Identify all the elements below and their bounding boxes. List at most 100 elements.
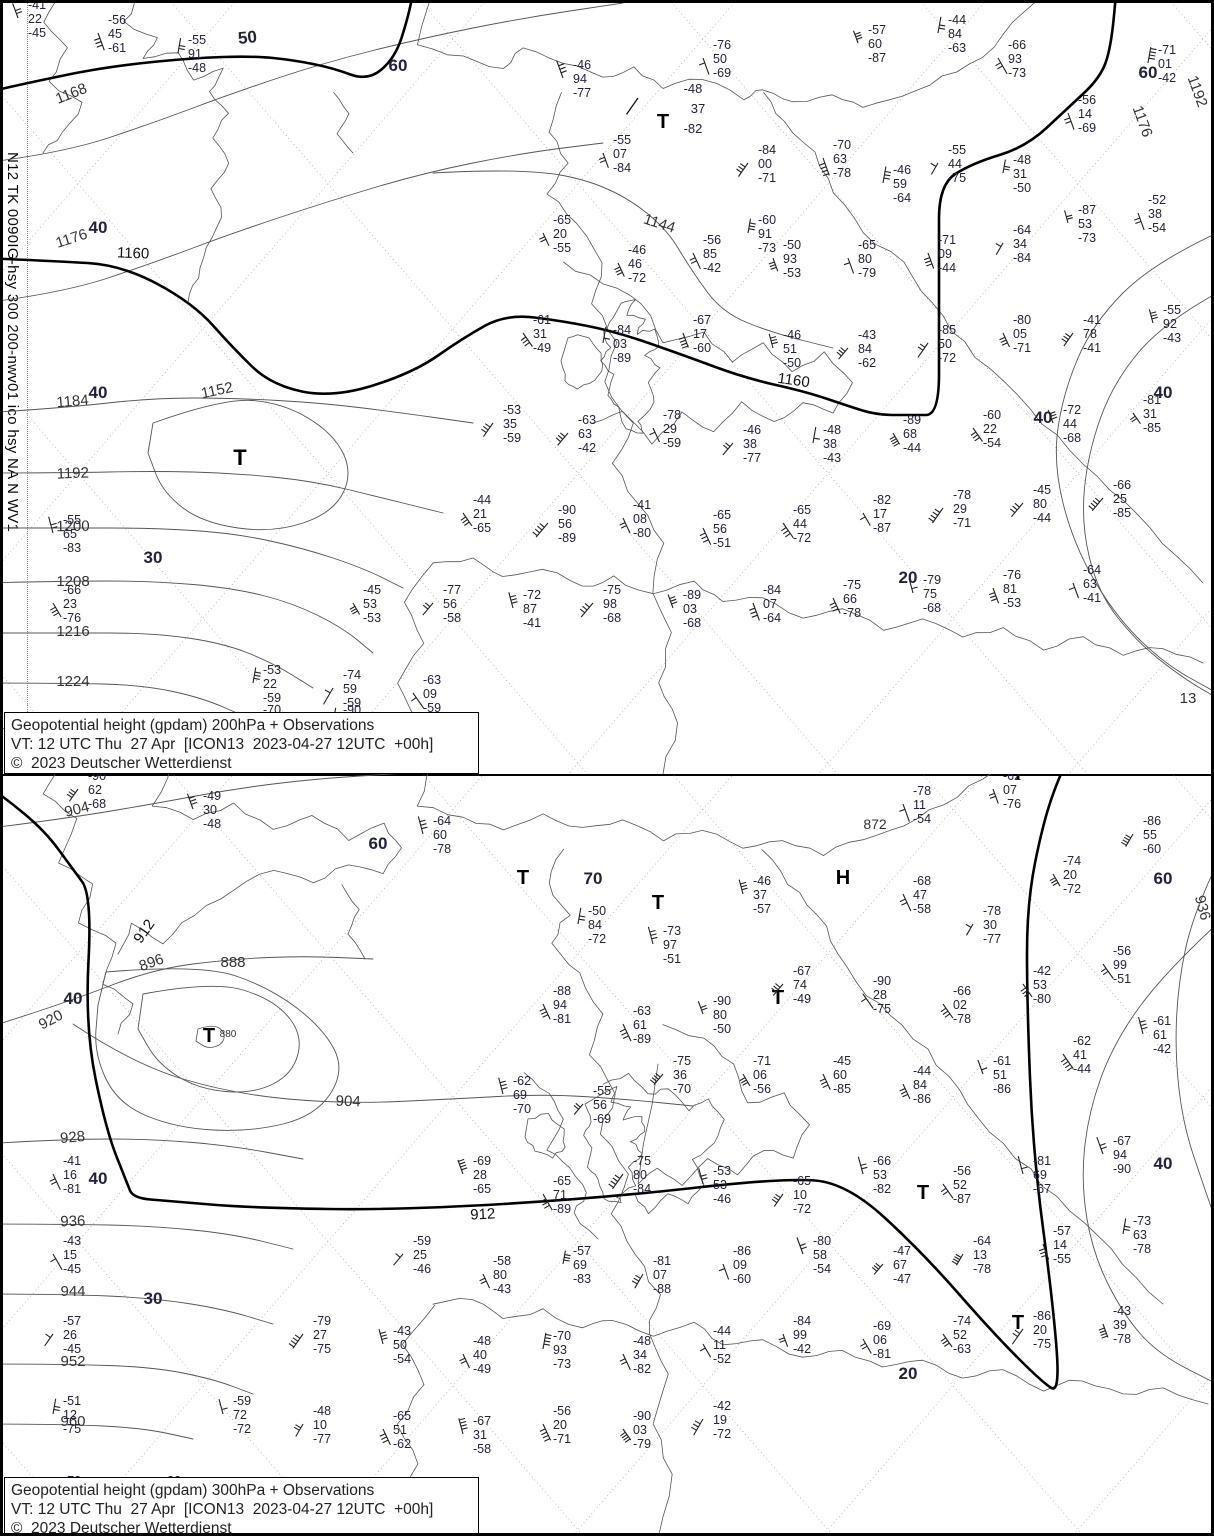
svg-text:1192: 1192 [1184, 73, 1211, 109]
svg-text:84: 84 [858, 342, 872, 356]
svg-text:56: 56 [713, 522, 727, 536]
svg-text:20: 20 [899, 568, 918, 587]
svg-text:-65: -65 [793, 503, 811, 517]
svg-text:-41: -41 [28, 3, 46, 12]
svg-text:-43: -43 [1113, 1304, 1131, 1318]
svg-text:09: 09 [423, 687, 437, 701]
svg-text:40: 40 [1034, 408, 1053, 427]
svg-text:63: 63 [1083, 577, 1097, 591]
svg-text:60: 60 [433, 828, 447, 842]
svg-text:-51: -51 [1113, 972, 1131, 986]
svg-text:-65: -65 [473, 521, 491, 535]
svg-text:38: 38 [743, 437, 757, 451]
svg-text:-72: -72 [523, 588, 541, 602]
svg-text:-89: -89 [558, 531, 576, 545]
svg-text:-63: -63 [948, 41, 966, 55]
svg-text:-89: -89 [633, 1032, 651, 1046]
svg-text:-84: -84 [613, 323, 631, 337]
svg-text:-71: -71 [953, 516, 971, 530]
svg-text:-65: -65 [553, 213, 571, 227]
svg-text:-46: -46 [743, 423, 761, 437]
svg-text:-57: -57 [868, 23, 886, 37]
svg-text:-73: -73 [1133, 1214, 1151, 1228]
svg-text:-61: -61 [108, 41, 126, 55]
svg-text:-72: -72 [588, 932, 606, 946]
svg-text:-44: -44 [1073, 1062, 1091, 1076]
svg-text:20: 20 [1033, 1323, 1047, 1337]
svg-text:-59: -59 [413, 1234, 431, 1248]
svg-text:29: 29 [953, 502, 967, 516]
svg-text:-79: -79 [923, 573, 941, 587]
svg-text:71: 71 [553, 1188, 567, 1202]
svg-text:888: 888 [220, 954, 245, 971]
svg-text:30: 30 [144, 1289, 163, 1308]
svg-text:-52: -52 [713, 1352, 731, 1366]
svg-text:93: 93 [783, 252, 797, 266]
svg-text:-41: -41 [1083, 341, 1101, 355]
svg-text:-48: -48 [633, 1334, 651, 1348]
svg-text:06: 06 [753, 1068, 767, 1082]
svg-text:-80: -80 [633, 526, 651, 540]
svg-text:93: 93 [1008, 52, 1022, 66]
svg-text:61: 61 [1153, 1028, 1167, 1042]
svg-text:-68: -68 [683, 616, 701, 630]
svg-text:-89: -89 [613, 351, 631, 365]
svg-text:-71: -71 [938, 233, 956, 247]
svg-text:-69: -69 [713, 66, 731, 80]
svg-text:-55: -55 [593, 1084, 611, 1098]
svg-text:-46: -46 [783, 328, 801, 342]
svg-text:31: 31 [533, 327, 547, 341]
svg-text:-84: -84 [763, 583, 781, 597]
svg-text:-78: -78 [433, 842, 451, 856]
svg-text:40: 40 [89, 1169, 108, 1188]
svg-text:84: 84 [948, 27, 962, 41]
svg-text:-65: -65 [793, 1174, 811, 1188]
svg-text:91: 91 [758, 227, 772, 241]
svg-text:-60: -60 [983, 408, 1001, 422]
svg-text:-68: -68 [923, 601, 941, 615]
svg-text:-53: -53 [783, 266, 801, 280]
svg-text:00: 00 [758, 157, 772, 171]
svg-text:23: 23 [63, 597, 77, 611]
svg-text:78: 78 [1083, 327, 1097, 341]
svg-text:-65: -65 [393, 1409, 411, 1423]
svg-text:T: T [657, 111, 669, 133]
svg-text:-54: -54 [813, 1262, 831, 1276]
svg-text:-90: -90 [1113, 1162, 1131, 1176]
svg-text:26: 26 [63, 1328, 77, 1342]
svg-text:-46: -46 [628, 243, 646, 257]
svg-text:-72: -72 [233, 1422, 251, 1436]
svg-text:-70: -70 [833, 138, 851, 152]
svg-text:40: 40 [1154, 1154, 1173, 1173]
svg-text:22: 22 [263, 677, 277, 691]
svg-text:12: 12 [63, 1408, 77, 1422]
svg-text:-72: -72 [938, 351, 956, 365]
svg-text:65: 65 [63, 527, 77, 541]
svg-text:-78: -78 [1113, 1332, 1131, 1346]
svg-text:-79: -79 [858, 266, 876, 280]
svg-text:-50: -50 [783, 356, 801, 370]
svg-text:50: 50 [713, 52, 727, 66]
svg-text:-90: -90 [88, 774, 106, 783]
svg-text:-73: -73 [1078, 231, 1096, 245]
svg-text:-48: -48 [684, 81, 703, 96]
svg-text:-55: -55 [63, 513, 81, 527]
svg-text:-60: -60 [1143, 842, 1161, 856]
svg-text:-48: -48 [188, 61, 206, 75]
svg-text:-45: -45 [63, 1262, 81, 1276]
svg-text:-69: -69 [1078, 121, 1096, 135]
svg-text:40: 40 [473, 1348, 487, 1362]
svg-text:-84: -84 [1013, 251, 1031, 265]
svg-text:-87: -87 [873, 521, 891, 535]
svg-text:1192: 1192 [56, 464, 89, 482]
svg-text:94: 94 [1113, 1148, 1127, 1162]
svg-text:44: 44 [1063, 417, 1077, 431]
svg-text:62: 62 [88, 783, 102, 797]
svg-text:30: 30 [983, 918, 997, 932]
svg-text:-89: -89 [903, 413, 921, 427]
svg-text:60: 60 [1139, 63, 1158, 82]
svg-text:-53: -53 [1003, 596, 1021, 610]
svg-text:39: 39 [1113, 1318, 1127, 1332]
svg-text:-44: -44 [948, 13, 966, 27]
svg-text:-50: -50 [713, 1022, 731, 1036]
